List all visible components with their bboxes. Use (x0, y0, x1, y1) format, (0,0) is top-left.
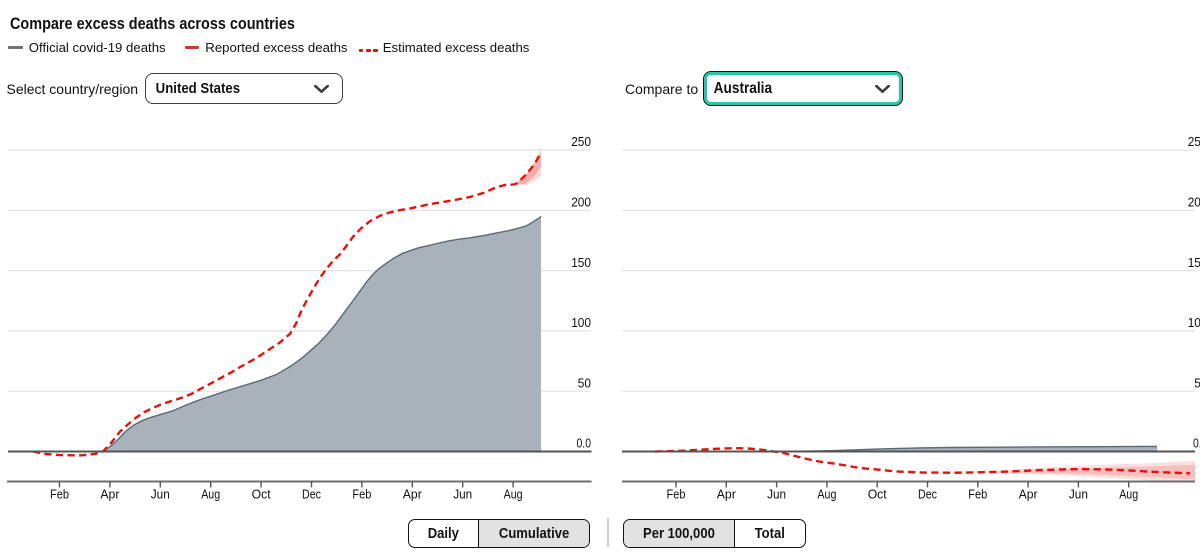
svg-text:50: 50 (1194, 375, 1200, 390)
svg-text:Apr: Apr (100, 486, 120, 501)
svg-text:Jun: Jun (151, 486, 170, 501)
svg-text:150: 150 (571, 255, 591, 270)
svg-text:Apr: Apr (717, 486, 737, 501)
svg-text:Feb: Feb (968, 486, 987, 501)
svg-text:250: 250 (1188, 134, 1200, 149)
svg-text:Apr: Apr (403, 486, 423, 501)
svg-text:Dec: Dec (918, 486, 937, 501)
svg-text:Aug: Aug (201, 486, 220, 501)
svg-text:Oct: Oct (252, 486, 271, 501)
svg-text:Apr: Apr (1019, 486, 1039, 501)
svg-text:200: 200 (1188, 195, 1200, 210)
svg-text:Feb: Feb (50, 486, 69, 501)
svg-text:Feb: Feb (352, 486, 371, 501)
svg-text:Aug: Aug (504, 486, 523, 501)
svg-text:100: 100 (571, 315, 591, 330)
svg-text:250: 250 (571, 134, 591, 149)
svg-text:100: 100 (1188, 315, 1200, 330)
svg-text:0.0: 0.0 (577, 436, 592, 451)
svg-text:150: 150 (1188, 255, 1200, 270)
svg-text:Aug: Aug (1119, 486, 1138, 501)
svg-text:Aug: Aug (817, 486, 836, 501)
svg-text:Oct: Oct (868, 486, 887, 501)
svg-text:Jun: Jun (767, 486, 786, 501)
svg-text:200: 200 (571, 195, 591, 210)
svg-text:Jun: Jun (1069, 486, 1088, 501)
svg-text:50: 50 (578, 375, 591, 390)
svg-text:Feb: Feb (667, 486, 686, 501)
svg-text:Jun: Jun (453, 486, 472, 501)
svg-text:0.0: 0.0 (1193, 436, 1200, 451)
svg-text:Dec: Dec (302, 486, 321, 501)
